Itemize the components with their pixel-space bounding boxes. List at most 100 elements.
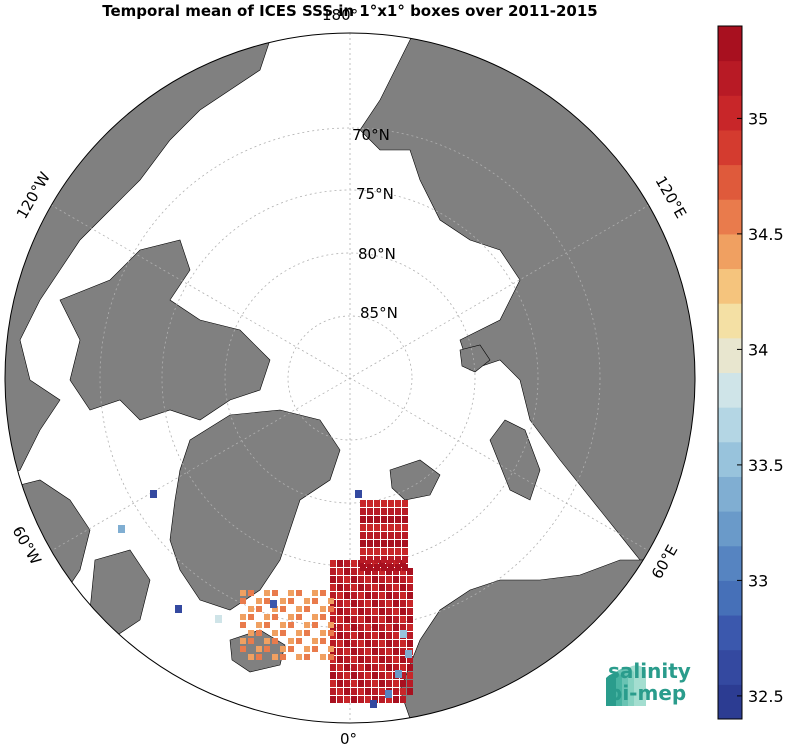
data-cell	[272, 590, 278, 596]
data-cell	[240, 614, 246, 620]
data-cell	[320, 654, 326, 660]
data-cell	[351, 584, 357, 591]
data-cell	[400, 624, 406, 631]
data-cell	[407, 576, 413, 583]
data-cell	[365, 592, 371, 599]
data-cell	[360, 516, 366, 523]
lon-label-120e: 120°E	[652, 173, 690, 221]
data-cell	[256, 606, 262, 612]
data-cell	[320, 638, 326, 644]
data-cell	[360, 524, 366, 531]
data-cell	[372, 680, 378, 687]
data-cell	[358, 568, 364, 575]
data-cell	[330, 672, 336, 679]
data-cell	[400, 664, 406, 671]
data-cell	[393, 648, 399, 655]
data-cell	[395, 516, 401, 523]
data-cell	[372, 664, 378, 671]
data-cell	[388, 564, 394, 571]
colorbar-tick-label: 34.5	[748, 225, 784, 244]
data-cell	[379, 568, 385, 575]
data-cell	[402, 532, 408, 539]
data-cell	[358, 648, 364, 655]
data-cell	[386, 592, 392, 599]
data-cell	[358, 616, 364, 623]
data-cell	[272, 614, 278, 620]
data-cell	[344, 576, 350, 583]
data-cell	[358, 640, 364, 647]
data-cell	[337, 648, 343, 655]
data-cell	[296, 590, 302, 596]
data-cell	[381, 540, 387, 547]
data-cell	[393, 576, 399, 583]
data-cell	[351, 576, 357, 583]
data-cell	[393, 584, 399, 591]
data-cell	[272, 654, 278, 660]
land-arctic-islands	[59, 239, 271, 421]
data-cell	[386, 616, 392, 623]
data-cell	[351, 648, 357, 655]
colorbar-swatch	[718, 372, 742, 408]
data-cell	[344, 648, 350, 655]
data-cell	[288, 614, 294, 620]
data-cell	[379, 656, 385, 663]
data-cell	[337, 656, 343, 663]
data-cell	[381, 548, 387, 555]
data-cell	[365, 672, 371, 679]
data-cell	[379, 608, 385, 615]
data-cell	[388, 532, 394, 539]
data-cell	[358, 664, 364, 671]
data-cell	[365, 656, 371, 663]
data-cell	[344, 688, 350, 695]
data-cell	[393, 696, 399, 703]
data-cell	[344, 560, 350, 567]
data-cell	[330, 680, 336, 687]
data-cell	[280, 598, 286, 604]
data-cell	[372, 656, 378, 663]
colorbar-swatch	[718, 303, 742, 339]
colorbar-tick-label: 32.5	[748, 687, 784, 706]
data-cell	[337, 584, 343, 591]
data-cell	[407, 688, 413, 695]
data-cell	[360, 548, 366, 555]
colorbar-tick-label: 34	[748, 340, 768, 359]
data-cell	[381, 524, 387, 531]
data-cell	[351, 592, 357, 599]
data-cell	[407, 680, 413, 687]
data-cell	[388, 524, 394, 531]
data-cell	[272, 630, 278, 636]
colorbar-swatch	[718, 476, 742, 512]
data-cell	[400, 680, 406, 687]
data-cell	[393, 656, 399, 663]
data-cell	[150, 490, 157, 498]
data-cell	[374, 532, 380, 539]
data-cell	[288, 598, 294, 604]
data-cell	[386, 568, 392, 575]
data-cell	[304, 630, 310, 636]
data-cell	[372, 688, 378, 695]
data-cell	[288, 638, 294, 644]
data-cell	[386, 680, 392, 687]
data-cell	[374, 540, 380, 547]
data-cell	[272, 638, 278, 644]
data-cell	[386, 608, 392, 615]
data-cell	[256, 598, 262, 604]
data-cell	[379, 600, 385, 607]
data-cell	[351, 640, 357, 647]
data-cell	[344, 608, 350, 615]
data-cell	[360, 532, 366, 539]
data-cell	[365, 560, 371, 567]
colorbar-swatch	[718, 60, 742, 96]
data-cell	[351, 616, 357, 623]
data-cell	[379, 632, 385, 639]
data-cell	[358, 680, 364, 687]
data-cell	[296, 606, 302, 612]
lat-label-80: 80°N	[358, 245, 396, 263]
data-cell	[372, 648, 378, 655]
data-cell	[365, 584, 371, 591]
data-cell	[240, 638, 246, 644]
data-cell	[358, 584, 364, 591]
data-cell	[248, 654, 254, 660]
data-cell	[381, 500, 387, 507]
data-cell	[344, 664, 350, 671]
